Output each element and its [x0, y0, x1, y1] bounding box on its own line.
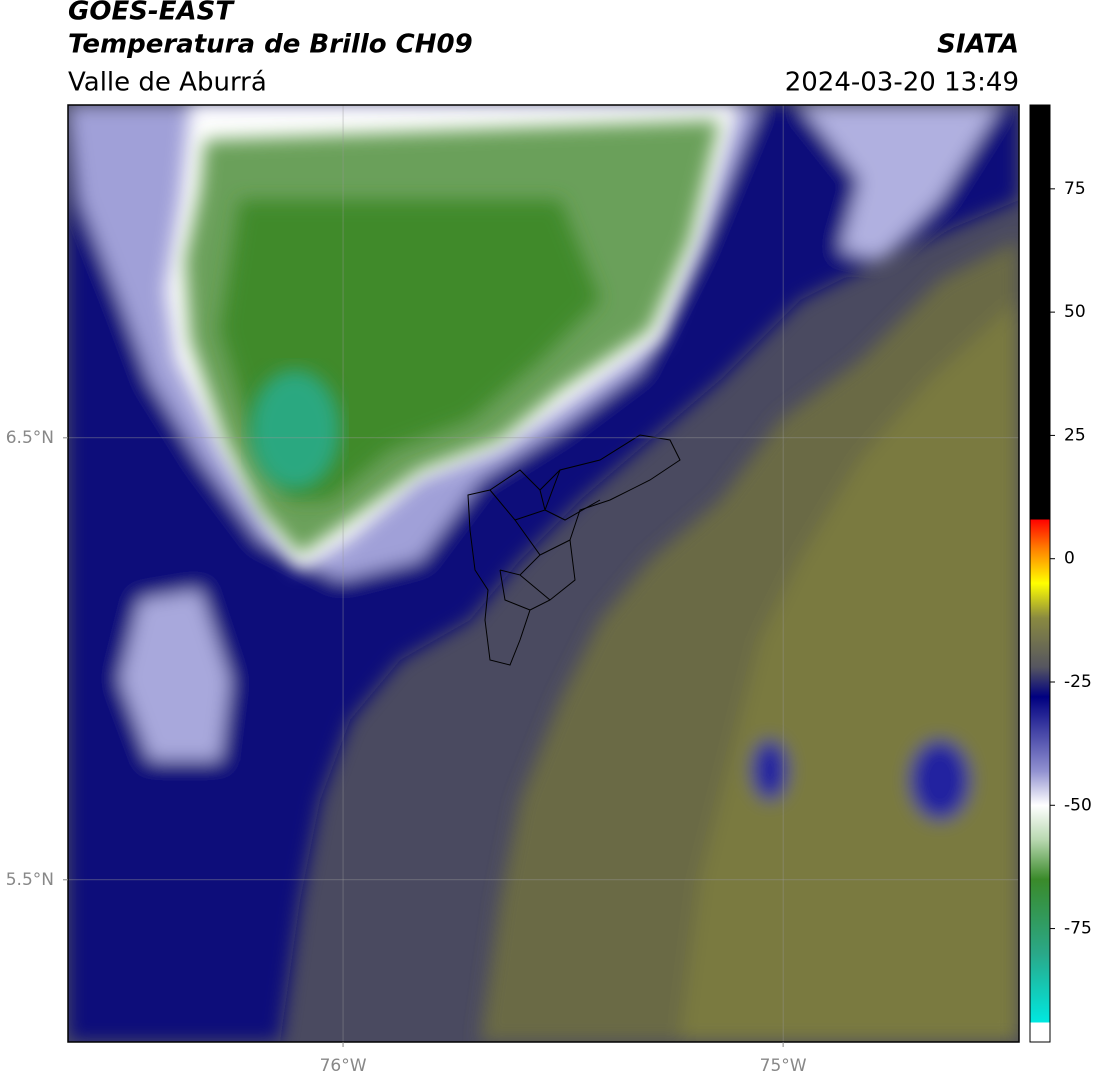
region: Valle de Aburrá [68, 68, 267, 98]
colorbar-tick-label: 50 [1064, 302, 1086, 322]
colorbar-tick-label: -75 [1064, 919, 1092, 939]
map-frame [67, 104, 1020, 1043]
title: GOES-EAST [68, 0, 235, 27]
x-tick-label: 75°W [760, 1056, 807, 1076]
map-image [68, 105, 1019, 1042]
colorbar-tick-label: -50 [1064, 795, 1092, 815]
y-tick-label: 5.5°N [6, 870, 54, 890]
colorbar-tick-label: 0 [1064, 549, 1075, 569]
subtitle: Temperatura de Brillo CH09 [68, 30, 473, 60]
colorbar [1029, 104, 1051, 1043]
colorbar-tick-label: 25 [1064, 425, 1086, 445]
colorbar-tick-label: 75 [1064, 179, 1086, 199]
source: SIATA [937, 30, 1019, 60]
x-tick-label: 76°W [320, 1056, 367, 1076]
colorbar-tick-label: -25 [1064, 672, 1092, 692]
timestamp: 2024-03-20 13:49 [785, 68, 1019, 98]
y-tick-label: 6.5°N [6, 428, 54, 448]
grid [68, 105, 1019, 1042]
